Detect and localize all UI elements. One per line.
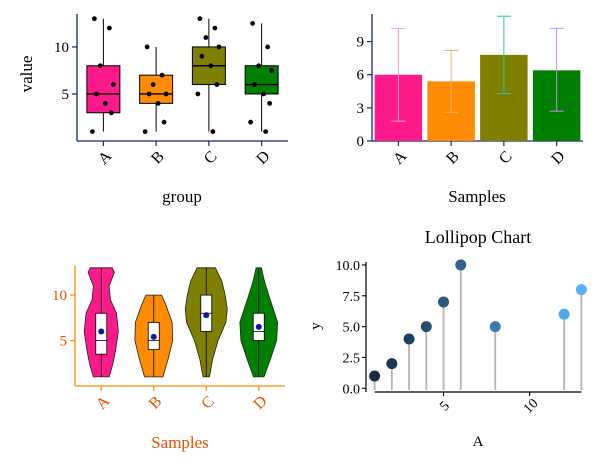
bar-chart-panel: Samples 0 3 6 9 A B C D [357,14,583,206]
lollipop-point [575,284,587,296]
box-jitter-point [89,129,95,134]
lollipop-point [489,321,501,333]
bar-chart-x-tick-label: B [443,148,463,168]
box-jitter-point [250,21,256,26]
lollipop-point [386,358,398,370]
violin-plot-x-label: Samples [151,433,209,452]
lollipop-y-tick-label: 7.5 [343,290,361,305]
lollipop-point [558,308,570,320]
box-jitter-point [269,68,275,73]
box-jitter-point [199,53,205,59]
box-jitter-point [91,16,97,22]
lollipop-x-tick-label: 10 [521,396,542,417]
lollipop-x-tick-label: 5 [437,399,453,415]
lollipop-y-tick-label: 5.0 [343,321,361,336]
box-plot-panel: group value 5 10 A B C D [17,14,288,206]
bar-chart-y-tick-label: 3 [357,101,365,117]
box-jitter-point [97,63,103,69]
violin-plot-panel: Samples 5 10 A B C D [52,266,285,452]
bar-chart-x-label: Samples [448,187,506,206]
lollipop-y-tick-label: 10.0 [336,259,361,274]
box-jitter-point [212,25,218,31]
violin-plot-y-tick-label: 10 [52,288,67,304]
violin-plot-y-tick-label: 5 [60,334,68,350]
box-jitter-point [159,72,165,78]
box-plot-y-tick-label: 5 [62,87,70,103]
violin-plot-x-tick-label: C [198,393,218,413]
violin-mean-point [203,312,210,319]
lollipop-point [369,370,381,382]
box-plot-y-label: value [17,56,36,93]
box-jitter-point [210,129,216,134]
lollipop-chart-y-label: y [308,322,324,330]
box-plot-y-tick-label: 10 [54,40,69,56]
violin-plot-x-tick-label: B [146,393,166,413]
violin-plot-x-tick-label: D [250,393,270,413]
box-jitter-point [161,119,167,125]
box-jitter-point [208,63,214,69]
box-plot-x-tick-label: B [148,148,168,168]
box-jitter-point [146,91,152,97]
box-jitter-point [197,16,203,22]
bar-chart-x-tick-label: D [548,148,568,168]
box-plot-x-tick-label: C [201,148,221,168]
box-plot-x-label: group [162,187,202,206]
box-jitter-point [93,91,99,97]
violin-mean-point [150,333,157,340]
box-jitter-point [195,91,201,97]
bar-chart-y-tick-label: 0 [357,134,365,150]
bar-chart-x-tick-label: A [390,147,411,168]
box-B [139,74,174,104]
box-jitter-point [155,100,161,106]
box-jitter-point [108,110,114,116]
box-jitter-point [163,91,169,97]
box-jitter-point [150,82,156,87]
bar-chart-y-tick-label: 6 [357,68,365,84]
lollipop-y-tick-label: 2.5 [343,351,361,366]
box-jitter-point [261,91,267,97]
box-A [86,65,121,114]
box-jitter-point [214,82,220,87]
box-plot-x-tick-label: A [95,147,116,168]
lollipop-point [455,259,467,271]
box-jitter-point [267,100,273,106]
lollipop-y-tick-label: 0.0 [343,382,361,397]
lollipop-chart-x-label: A [473,434,484,450]
lollipop-chart-panel: Lollipop Chart A y 0.0 2.5 5.0 7.5 10.0 5 10 [308,227,587,450]
box-jitter-point [263,129,269,134]
lollipop-point [438,296,450,308]
box-jitter-point [248,119,254,125]
box-jitter-point [110,82,116,87]
violin-mean-point [98,328,105,335]
box-jitter-point [203,35,209,40]
box-jitter-point [102,100,108,106]
violin-mean-point [255,323,262,330]
box-plot-x-tick-label: D [253,148,273,168]
violin-plot-x-tick-label: A [93,392,114,413]
lollipop-point [420,321,432,333]
bar-chart-y-tick-label: 9 [357,35,365,51]
box-jitter-point [265,44,271,50]
lollipop-chart-title: Lollipop Chart [425,227,532,247]
box-jitter-point [252,82,258,87]
box-jitter-point [216,44,222,50]
lollipop-point [403,333,415,345]
box-jitter-point [142,129,148,134]
box-jitter-point [256,63,262,69]
bar-chart-x-tick-label: C [496,148,516,168]
box-jitter-point [144,44,150,50]
box-jitter-point [106,25,112,31]
